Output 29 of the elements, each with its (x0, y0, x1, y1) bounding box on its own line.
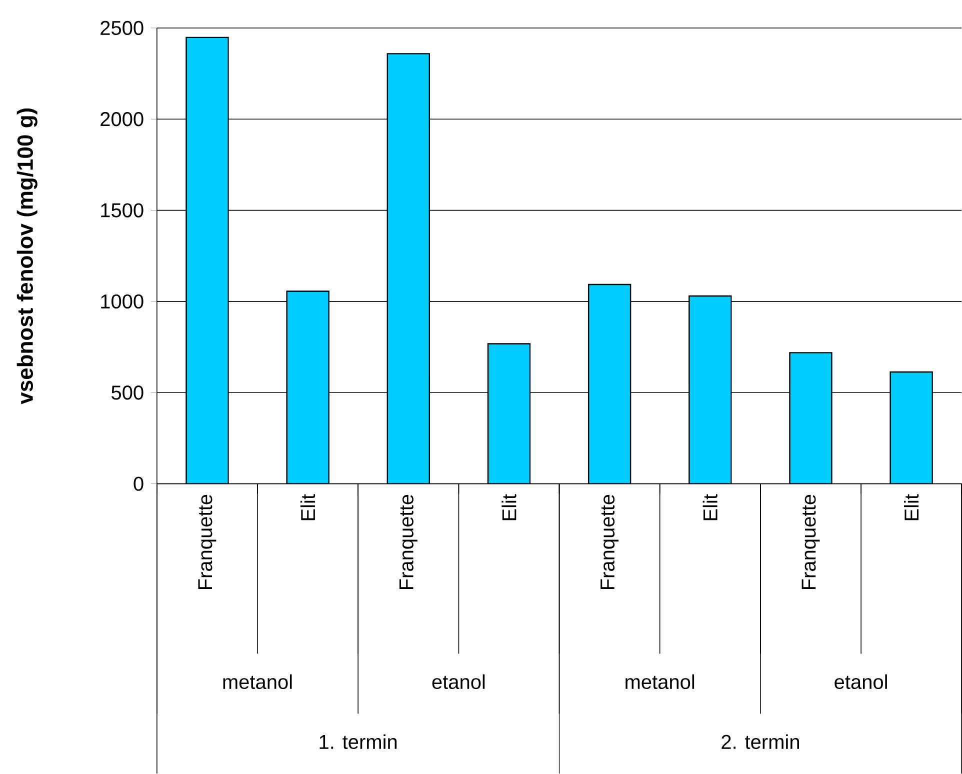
text: metanol (626, 674, 694, 690)
x-tick-label: Elit (502, 494, 516, 520)
text: etanol (834, 674, 887, 690)
y-tick-label: 2000 (100, 112, 144, 126)
y-tick-label: 1000 (101, 294, 144, 309)
x-tick-label: Elit (904, 494, 919, 520)
bar (588, 284, 632, 484)
bar (487, 343, 531, 484)
x-tick-label: Franquette (802, 494, 820, 589)
bar (688, 295, 732, 484)
y-tick-label: 1500 (101, 203, 144, 218)
y-tick-label: 2500 (100, 20, 144, 36)
bar (386, 53, 430, 484)
y-tick-label: 500 (112, 386, 144, 400)
x-tick-label: Franquette (198, 494, 216, 589)
bar (890, 371, 933, 484)
bar (789, 352, 832, 484)
y-tick-label: 0 (134, 476, 144, 491)
x-tick-label: Elit (702, 494, 718, 520)
text: 1. termin (320, 734, 397, 749)
x-tick-label: Franquette (399, 494, 418, 589)
y-axis-title: vsebnost fenolov (mg/100 g) (16, 108, 38, 404)
x-tick-label: Franquette (600, 494, 619, 589)
text: 2. termin (722, 734, 799, 749)
bar (186, 36, 229, 484)
text: etanol (432, 674, 485, 690)
bar (286, 290, 330, 484)
text: metanol (223, 674, 292, 690)
x-tick-label: Elit (300, 494, 316, 520)
